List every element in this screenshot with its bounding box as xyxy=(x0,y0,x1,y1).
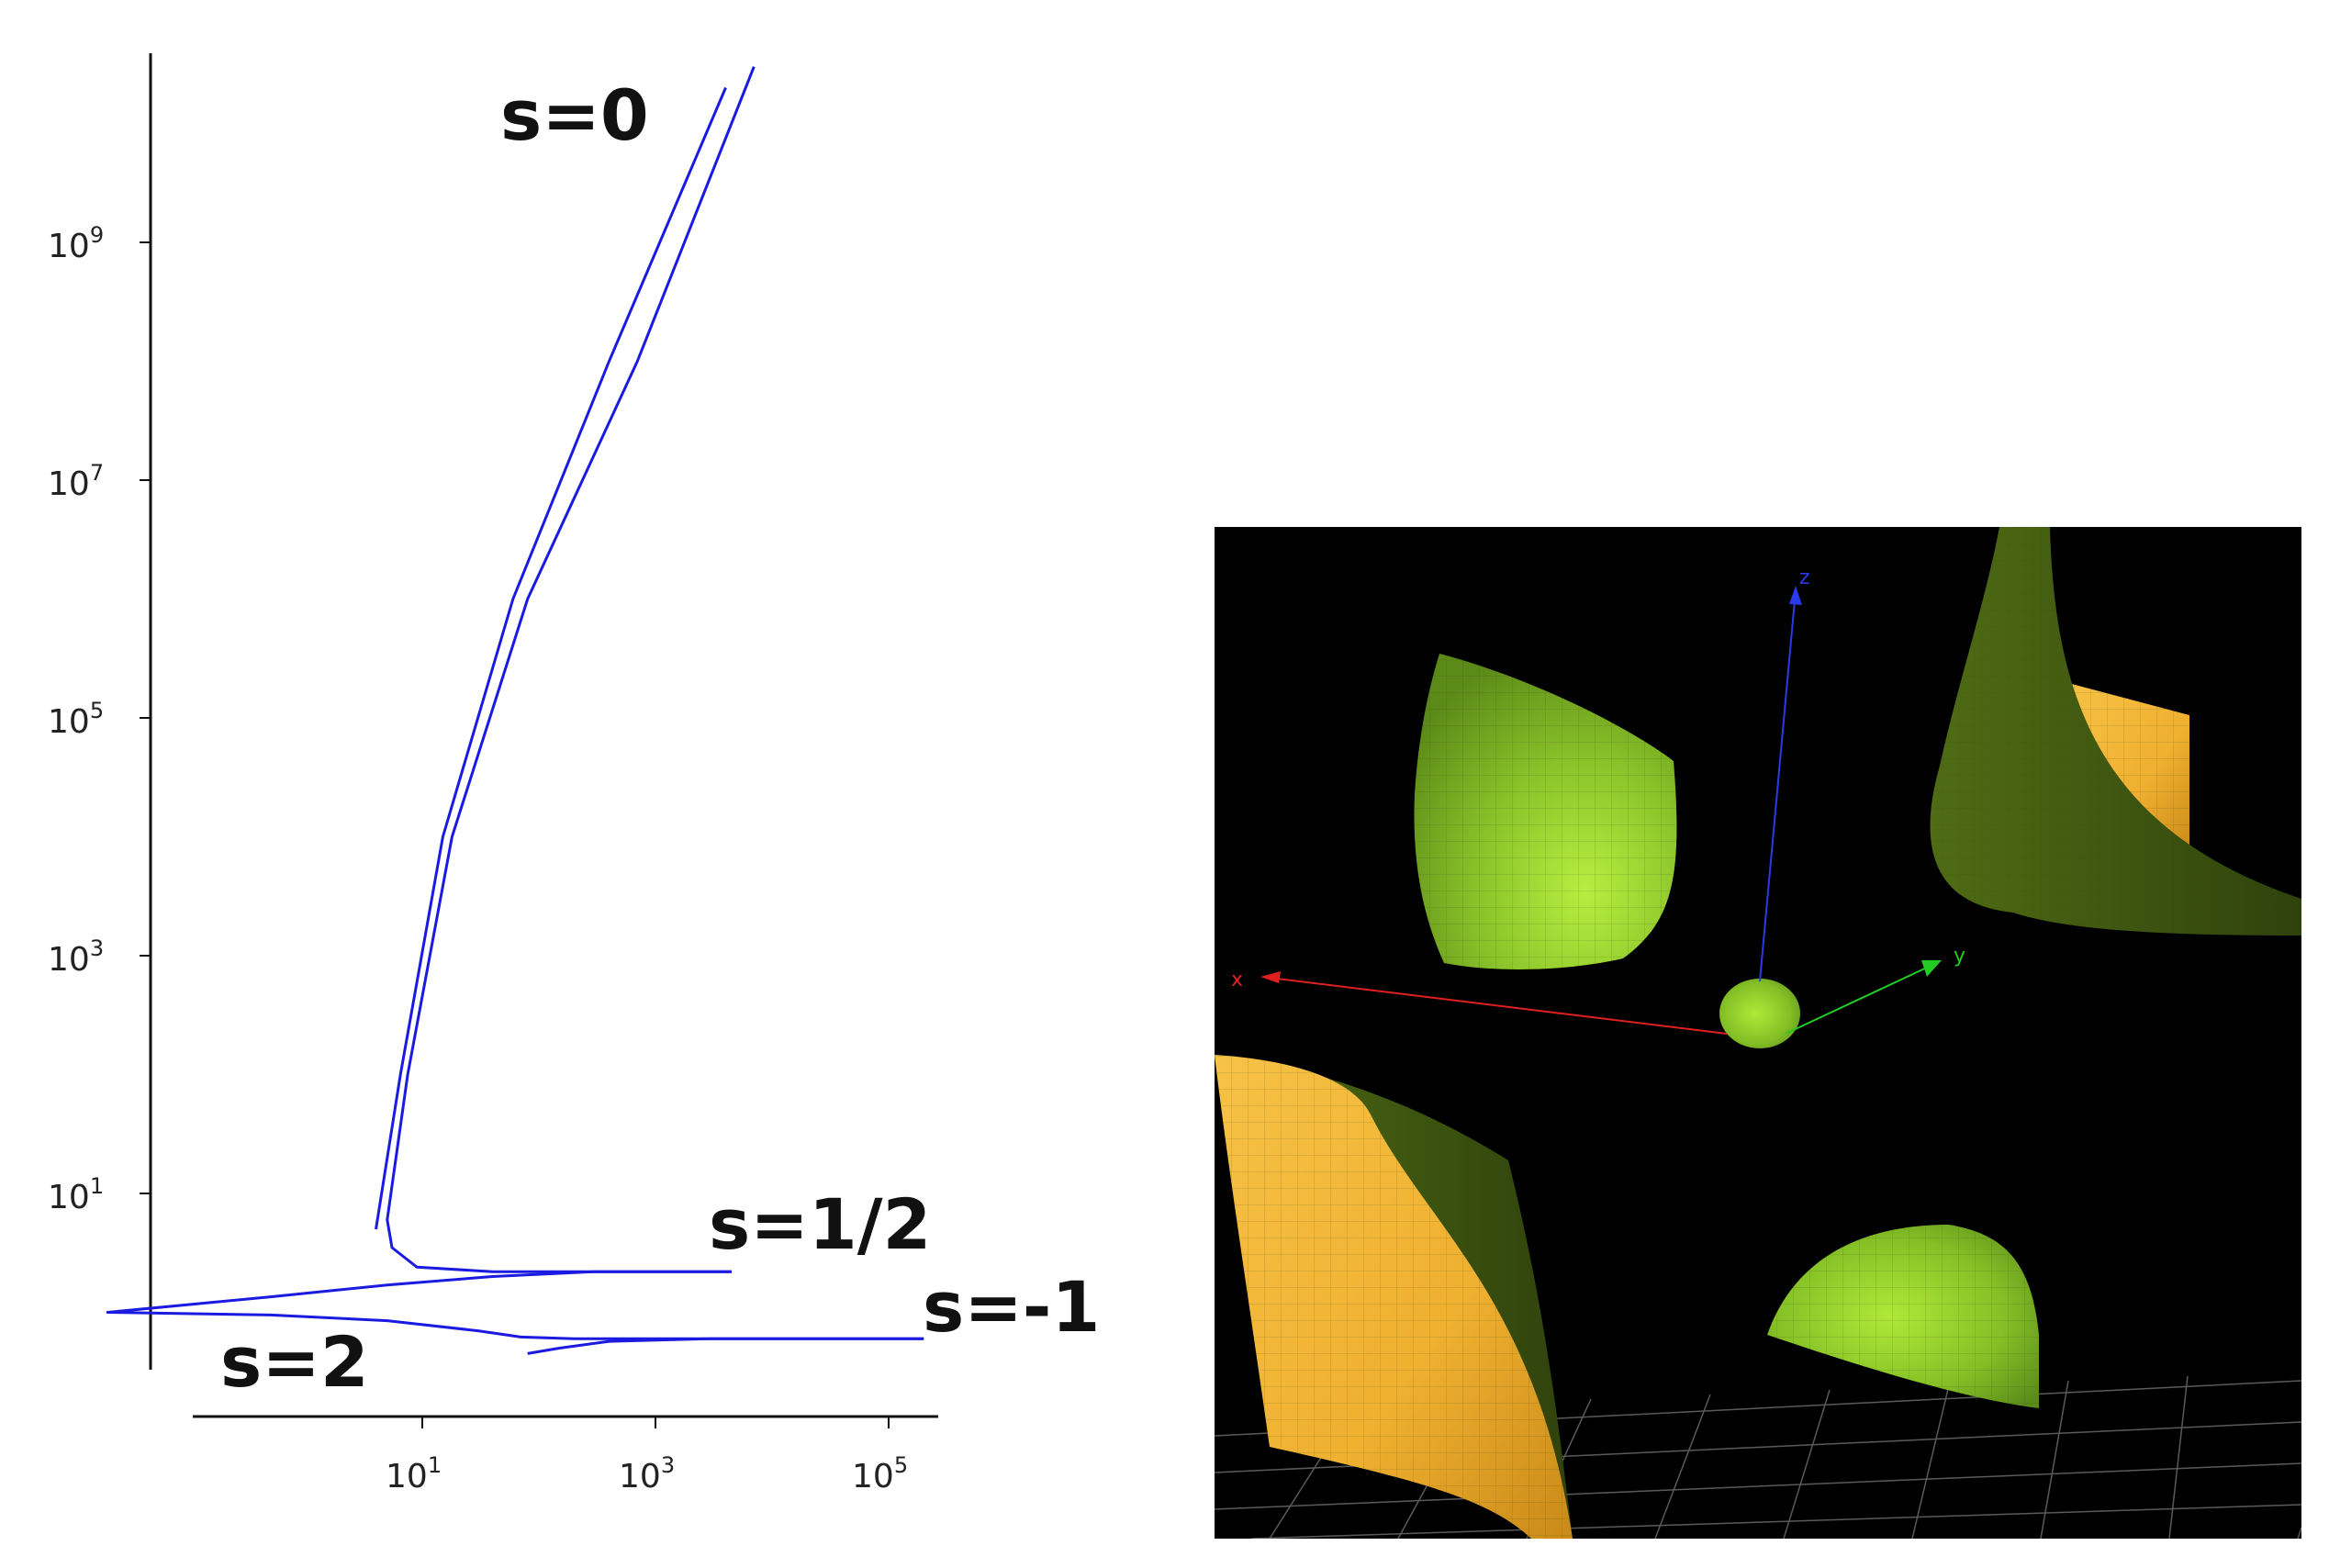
3d-surface-scene: x y z xyxy=(1215,527,2301,1539)
y-tick-label-3: 103 xyxy=(48,935,104,979)
y-tick-label-9: 109 xyxy=(48,222,104,265)
curve-s-2 xyxy=(106,1270,924,1340)
axis-x: x xyxy=(1231,969,1728,1035)
green-surface-bottom-right xyxy=(1767,1225,2039,1408)
surface-bottom-left xyxy=(1215,1055,1573,1539)
green-surface-top-left xyxy=(1414,654,1677,969)
x-ticks: 101 103 105 xyxy=(386,1417,908,1495)
green-sphere xyxy=(1719,979,1800,1048)
surface-top-right xyxy=(1930,527,2301,935)
axis-y: y xyxy=(1785,945,1965,1035)
log-log-plot: 101 103 105 107 109 101 103 105 s=0 s=1/… xyxy=(48,53,1100,1495)
x-tick-label-1: 101 xyxy=(386,1452,442,1495)
curve-label-s0: s=0 xyxy=(500,74,649,156)
curve-label-s-half: s=1/2 xyxy=(709,1183,931,1265)
axis-z-label: z xyxy=(1799,566,1810,589)
curve-group xyxy=(106,66,924,1355)
x-tick-label-5: 105 xyxy=(852,1452,908,1495)
y-tick-label-5: 105 xyxy=(48,698,104,741)
curve-s-1 xyxy=(527,1337,924,1355)
curve-s-1-2 xyxy=(386,66,756,1273)
curve-label-s-minus-1: s=-1 xyxy=(923,1266,1100,1348)
axis-x-label: x xyxy=(1231,969,1243,991)
axis-z: z xyxy=(1759,566,1810,982)
y-tick-label-7: 107 xyxy=(48,460,104,503)
y-tick-label-1: 101 xyxy=(48,1173,104,1216)
curve-label-s2: s=2 xyxy=(220,1321,369,1403)
curve-s-0 xyxy=(375,86,727,1230)
y-ticks: 101 103 105 107 109 xyxy=(48,222,151,1216)
axis-y-label: y xyxy=(1954,945,1965,968)
x-tick-label-3: 103 xyxy=(619,1452,675,1495)
